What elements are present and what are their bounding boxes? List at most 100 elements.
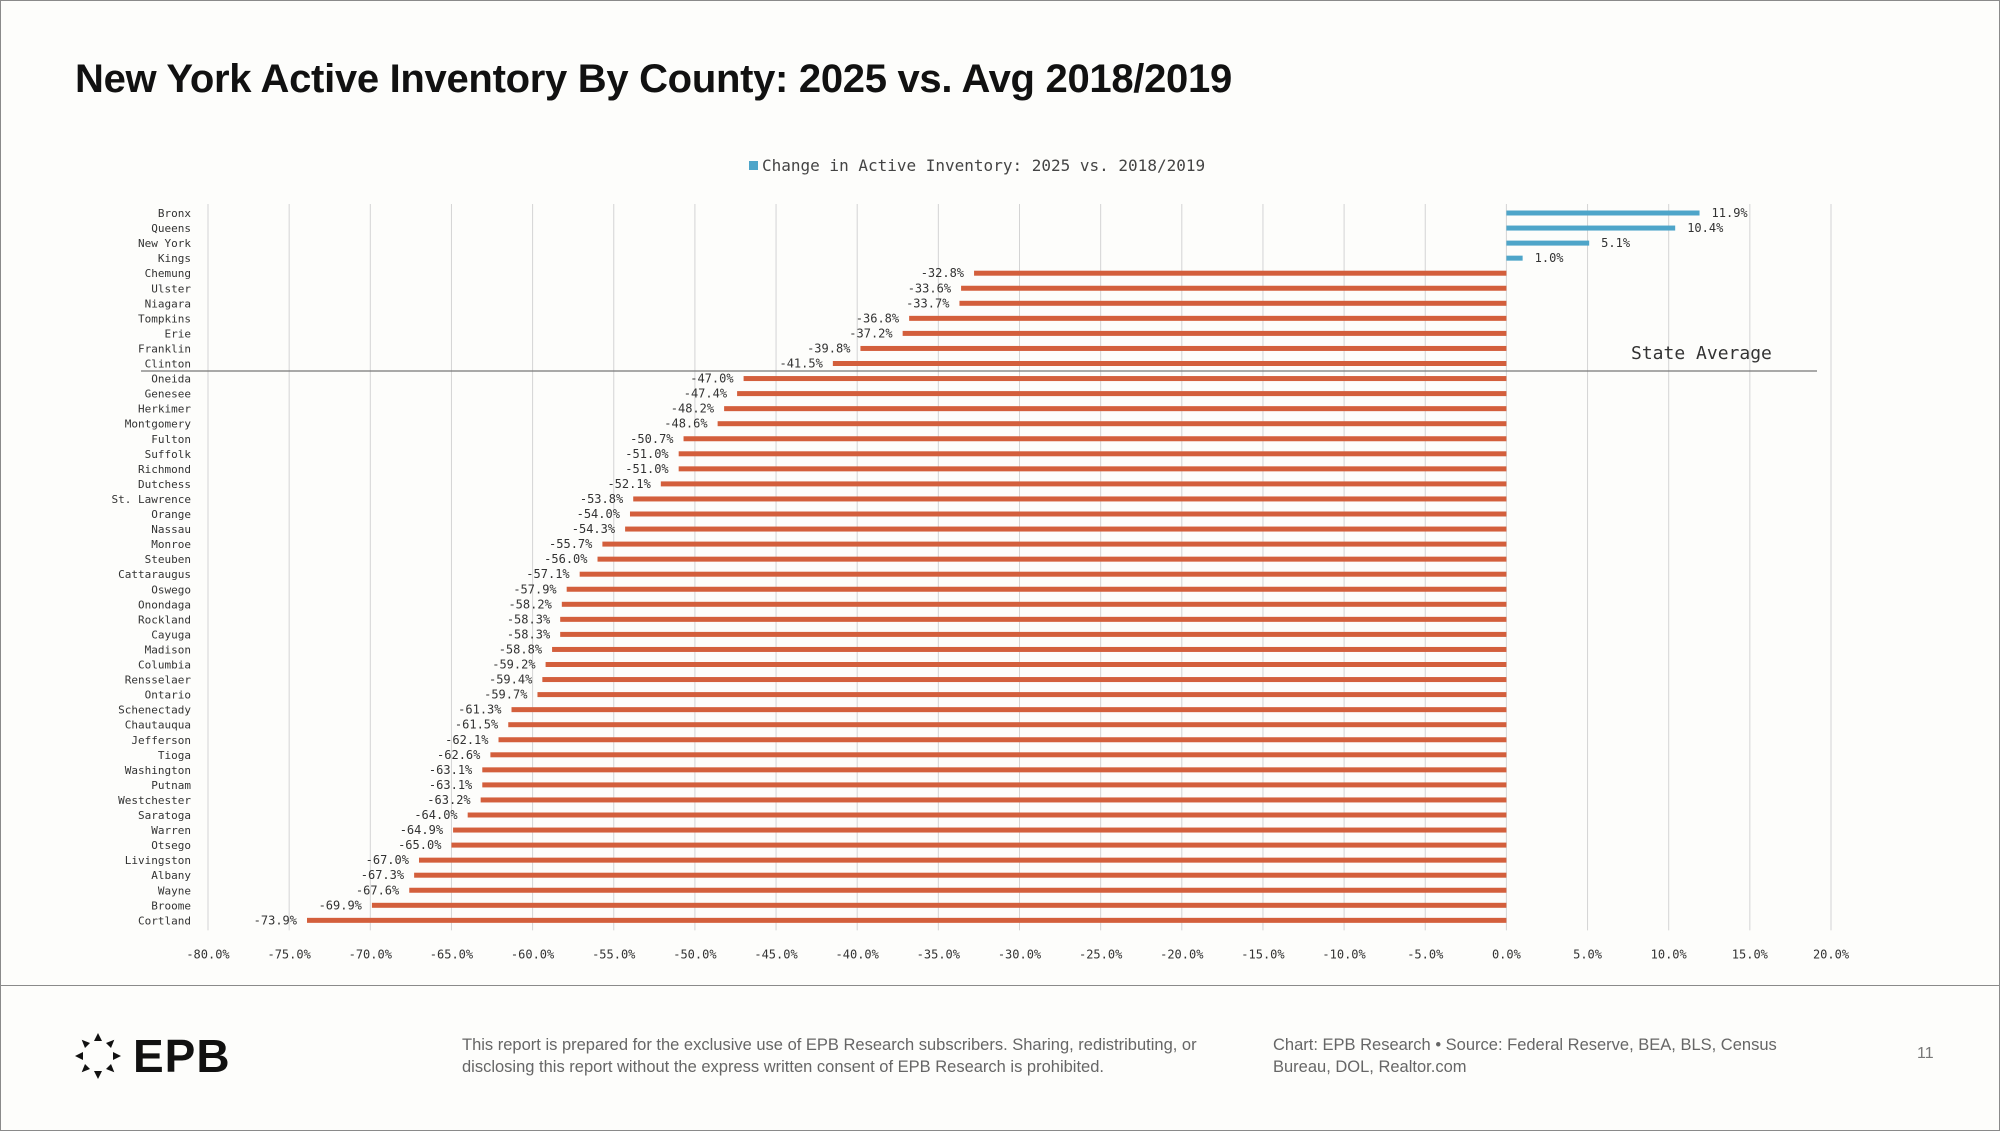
category-label: Dutchess [138, 478, 191, 491]
chart-legend: Change in Active Inventory: 2025 vs. 201… [749, 156, 1205, 175]
value-label: -58.8% [499, 642, 543, 656]
bar-wayne [409, 887, 1507, 893]
category-label: Tompkins [138, 312, 191, 325]
disclaimer-text: This report is prepared for the exclusiv… [462, 1036, 1197, 1076]
category-label: Rockland [138, 613, 191, 626]
category-label: Wayne [158, 884, 191, 897]
bar-genesee [737, 391, 1507, 397]
x-tick-label: 0.0% [1492, 947, 1522, 961]
value-label: -32.8% [921, 266, 965, 280]
value-label: -64.9% [400, 823, 444, 837]
page-number: 11 [1917, 1045, 1934, 1062]
bar-niagara [959, 300, 1507, 306]
bar-montgomery [717, 421, 1507, 427]
category-label: Niagara [145, 297, 191, 310]
value-label: -39.8% [807, 341, 851, 355]
category-label: Albany [151, 869, 191, 882]
bar-fulton [683, 436, 1507, 442]
bar-cayuga [560, 631, 1507, 637]
bar-bronx [1506, 210, 1700, 216]
category-label: Cortland [138, 914, 191, 927]
category-label: Cattaraugus [118, 568, 191, 581]
value-label: -59.4% [489, 673, 533, 687]
bar-franklin [860, 345, 1507, 351]
bar-oswego [566, 586, 1507, 592]
bar-washington [482, 767, 1507, 773]
value-label: -50.7% [630, 432, 674, 446]
category-label: St. Lawrence [112, 493, 191, 506]
x-axis-tick-labels: -80.0% -75.0% -70.0% -65.0% -60.0% -55.0% -50.… [186, 947, 1850, 961]
x-tick-label: -75.0% [267, 947, 311, 961]
value-label: -36.8% [856, 311, 900, 325]
bar-tompkins [909, 315, 1507, 321]
value-label: -33.6% [908, 281, 952, 295]
bar-albany [414, 872, 1507, 878]
x-tick-label: -35.0% [917, 947, 961, 961]
value-label: -65.0% [398, 838, 442, 852]
bar-kings [1506, 255, 1523, 261]
page-title: New York Active Inventory By County: 202… [75, 57, 1232, 101]
category-label: Queens [151, 222, 191, 235]
category-label: Jefferson [131, 734, 191, 747]
value-labels: 11.9%10.4% 5.1% 1.0% -32.8%-33.6%-33.7% -36.… [254, 206, 1749, 927]
chart-source-text: Chart: EPB Research • Source: Federal Re… [1273, 1036, 1777, 1076]
bar-clinton [832, 361, 1507, 366]
bar-ontario [537, 692, 1507, 698]
value-label: -58.3% [507, 627, 551, 641]
value-label: -62.1% [445, 733, 489, 747]
footer-divider [1, 985, 1999, 986]
state-average-label: State Average [1631, 343, 1772, 364]
value-label: -57.9% [513, 582, 557, 596]
bar-cortland [307, 917, 1507, 923]
bar-herkimer [724, 406, 1507, 412]
bar-rockland [560, 616, 1507, 622]
category-label: Washington [125, 764, 191, 777]
value-label: -51.0% [625, 447, 669, 461]
value-label: -37.2% [849, 326, 893, 340]
value-label: -55.7% [549, 537, 593, 551]
category-label: Montgomery [125, 418, 192, 431]
category-label: Chemung [145, 267, 191, 280]
value-label: 5.1% [1601, 236, 1631, 250]
bar-putnam [482, 782, 1507, 788]
value-label: -58.3% [507, 612, 551, 626]
x-tick-label: -65.0% [430, 947, 474, 961]
bar-tioga [490, 752, 1507, 758]
category-label: Ontario [145, 689, 191, 702]
value-label: -54.0% [577, 507, 621, 521]
value-label: -33.7% [906, 296, 950, 310]
x-tick-label: -25.0% [1079, 947, 1123, 961]
category-label: Ulster [151, 282, 191, 295]
value-label: -63.1% [429, 778, 473, 792]
x-tick-label: -45.0% [754, 947, 798, 961]
value-label: 11.9% [1712, 206, 1749, 220]
bar-madison [552, 646, 1507, 652]
value-label: -73.9% [254, 913, 298, 927]
category-label: Orange [151, 508, 191, 521]
value-label: -59.7% [484, 688, 528, 702]
value-label: -54.3% [572, 522, 616, 536]
bar-ulster [961, 285, 1507, 291]
category-label: Warren [151, 824, 191, 837]
bar-st-lawrence [633, 496, 1507, 502]
category-label: Putnam [151, 779, 191, 792]
bar-cattaraugus [579, 571, 1507, 577]
category-label: Madison [145, 643, 191, 656]
x-tick-label: -5.0% [1407, 947, 1444, 961]
value-label: -59.2% [492, 658, 536, 672]
category-label: Onondaga [138, 598, 191, 611]
x-tick-label: 5.0% [1573, 947, 1603, 961]
inventory-bar-chart: Change in Active Inventory: 2025 vs. 201… [112, 156, 1850, 961]
value-label: -41.5% [779, 357, 823, 371]
bar-steuben [597, 556, 1507, 562]
legend-label: Change in Active Inventory: 2025 vs. 201… [762, 156, 1205, 175]
value-label: -67.0% [366, 853, 410, 867]
value-label: -53.8% [580, 492, 624, 506]
bar-jefferson [498, 737, 1507, 743]
epb-logo: EPB [73, 1029, 231, 1083]
value-label: -51.0% [625, 462, 669, 476]
value-label: -47.0% [690, 372, 734, 386]
category-label: Monroe [151, 538, 191, 551]
category-label: Oswego [151, 583, 191, 596]
